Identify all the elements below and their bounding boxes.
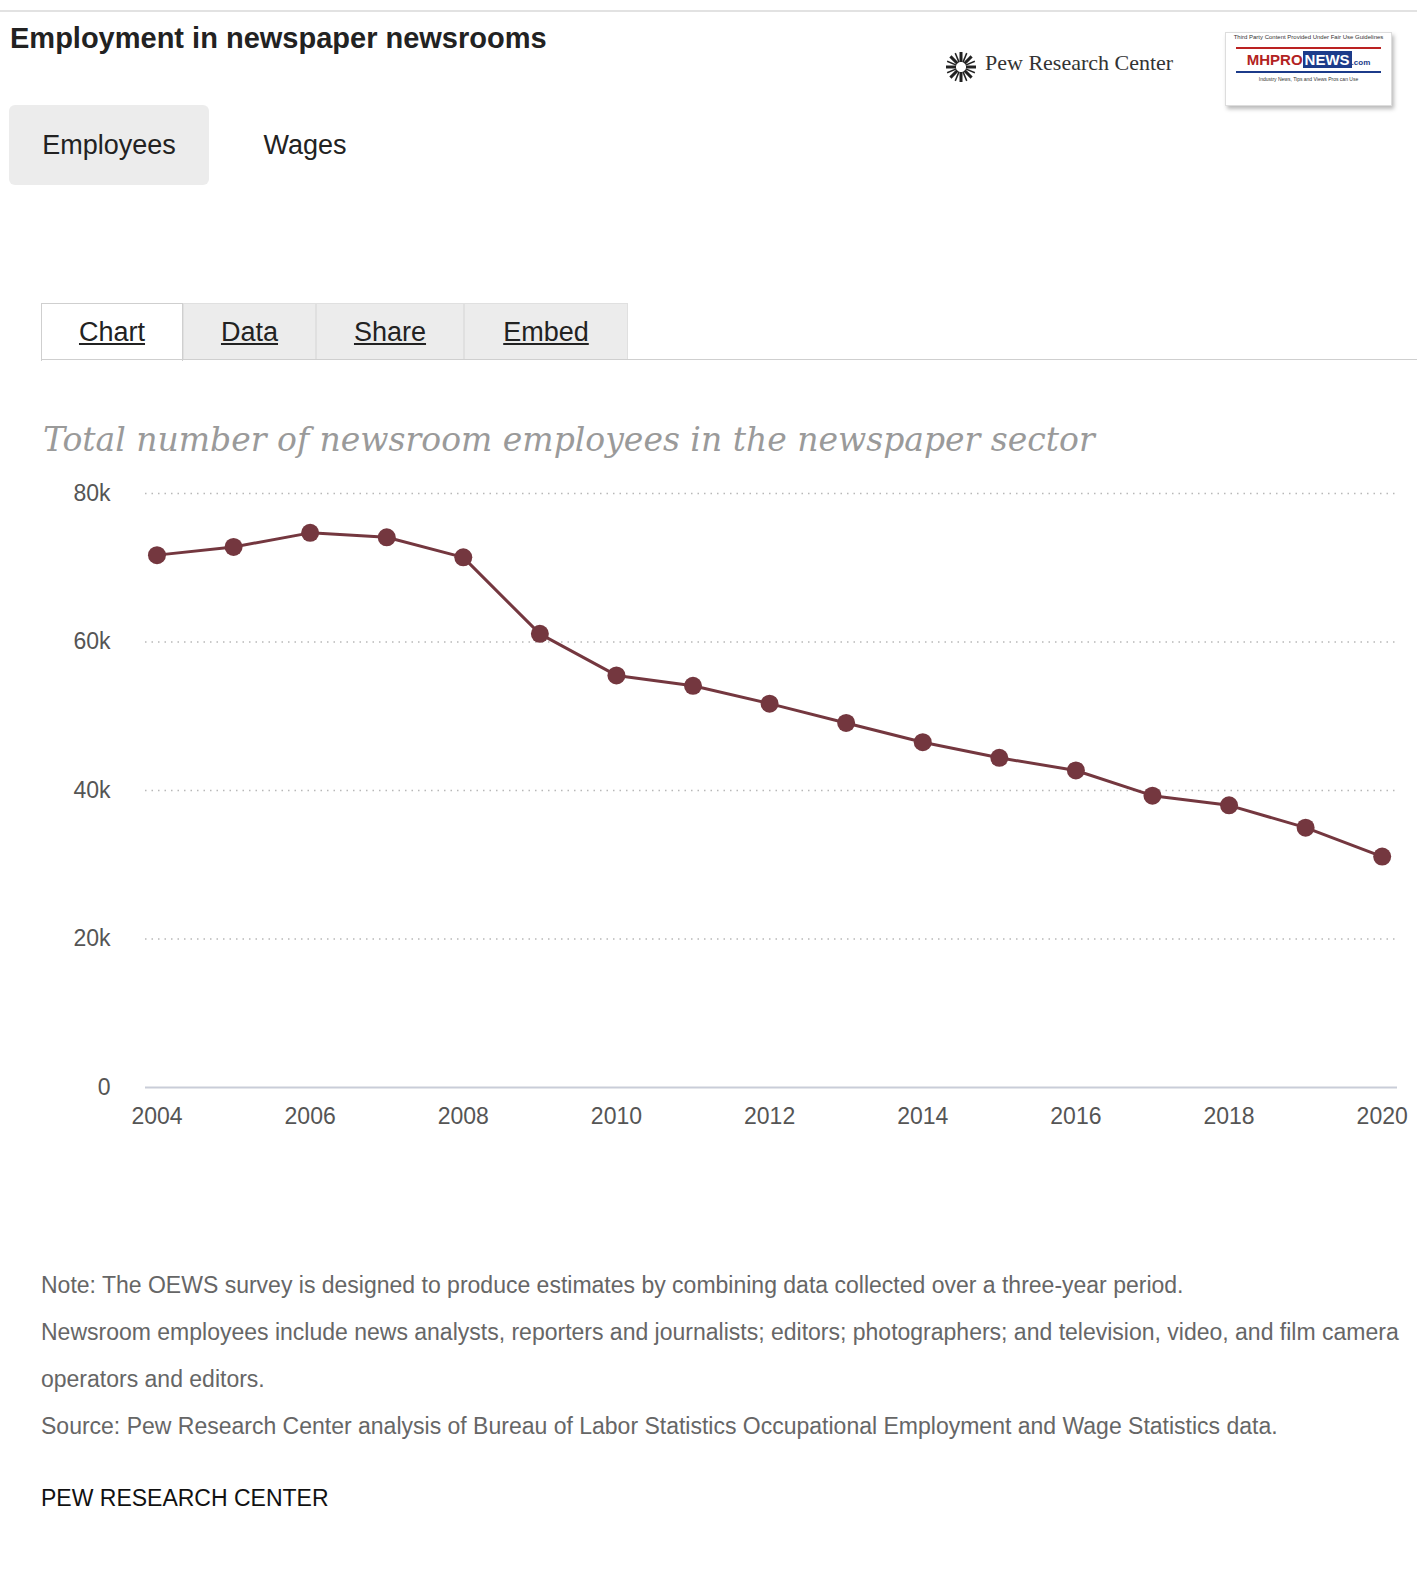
- html-text:Wages: Wages: [263, 130, 347, 160]
- html-text:Employees: Employees: [42, 130, 176, 160]
- svg-text:40k: 40k: [73, 777, 111, 803]
- svg-text:80k: 80k: [73, 480, 111, 506]
- svg-text:2006: 2006: [285, 1103, 336, 1129]
- html-text:Note: The OEWS survey is desig: Note: The OEWS survey is designed to pro…: [41, 1272, 1184, 1298]
- html-text:Employment in newspaper newsro: Employment in newspaper newsrooms: [10, 22, 547, 54]
- html-text:Source: Pew Research Center an: Source: Pew Research Center analysis of …: [41, 1413, 1278, 1439]
- html-text:Third Party Content Provided U: Third Party Content Provided Under Fair …: [1233, 34, 1384, 40]
- html-text:Share: Share: [354, 317, 426, 347]
- html-text:Total number of newsroom emplo: Total number of newsroom employees in th…: [43, 420, 1095, 459]
- html-text:Pew Research Center: Pew Research Center: [985, 50, 1174, 75]
- html-text:Industry News, Tips and Views: Industry News, Tips and Views Pros can U…: [1258, 76, 1359, 82]
- svg-text:2014: 2014: [897, 1103, 948, 1129]
- svg-text:2010: 2010: [591, 1103, 642, 1129]
- html-text:Data: Data: [221, 317, 278, 347]
- html-text:Newsroom employees include new: Newsroom employees include news analysts…: [41, 1319, 1399, 1392]
- svg-text:2012: 2012: [744, 1103, 795, 1129]
- html-text:PEW RESEARCH CENTER: PEW RESEARCH CENTER: [41, 1485, 329, 1511]
- html-text:Chart: Chart: [79, 317, 145, 347]
- svg-text:60k: 60k: [73, 628, 111, 654]
- svg-text:2004: 2004: [131, 1103, 182, 1129]
- html-text:Embed: Embed: [503, 317, 589, 347]
- svg-text:2020: 2020: [1357, 1103, 1408, 1129]
- html-text:MHPRO NEWS.com: MHPRO NEWS.com: [1246, 51, 1371, 68]
- svg-text:2018: 2018: [1203, 1103, 1254, 1129]
- svg-text:20k: 20k: [73, 925, 111, 951]
- svg-text:2008: 2008: [438, 1103, 489, 1129]
- svg-text:2016: 2016: [1050, 1103, 1101, 1129]
- svg-text:0: 0: [98, 1074, 111, 1100]
